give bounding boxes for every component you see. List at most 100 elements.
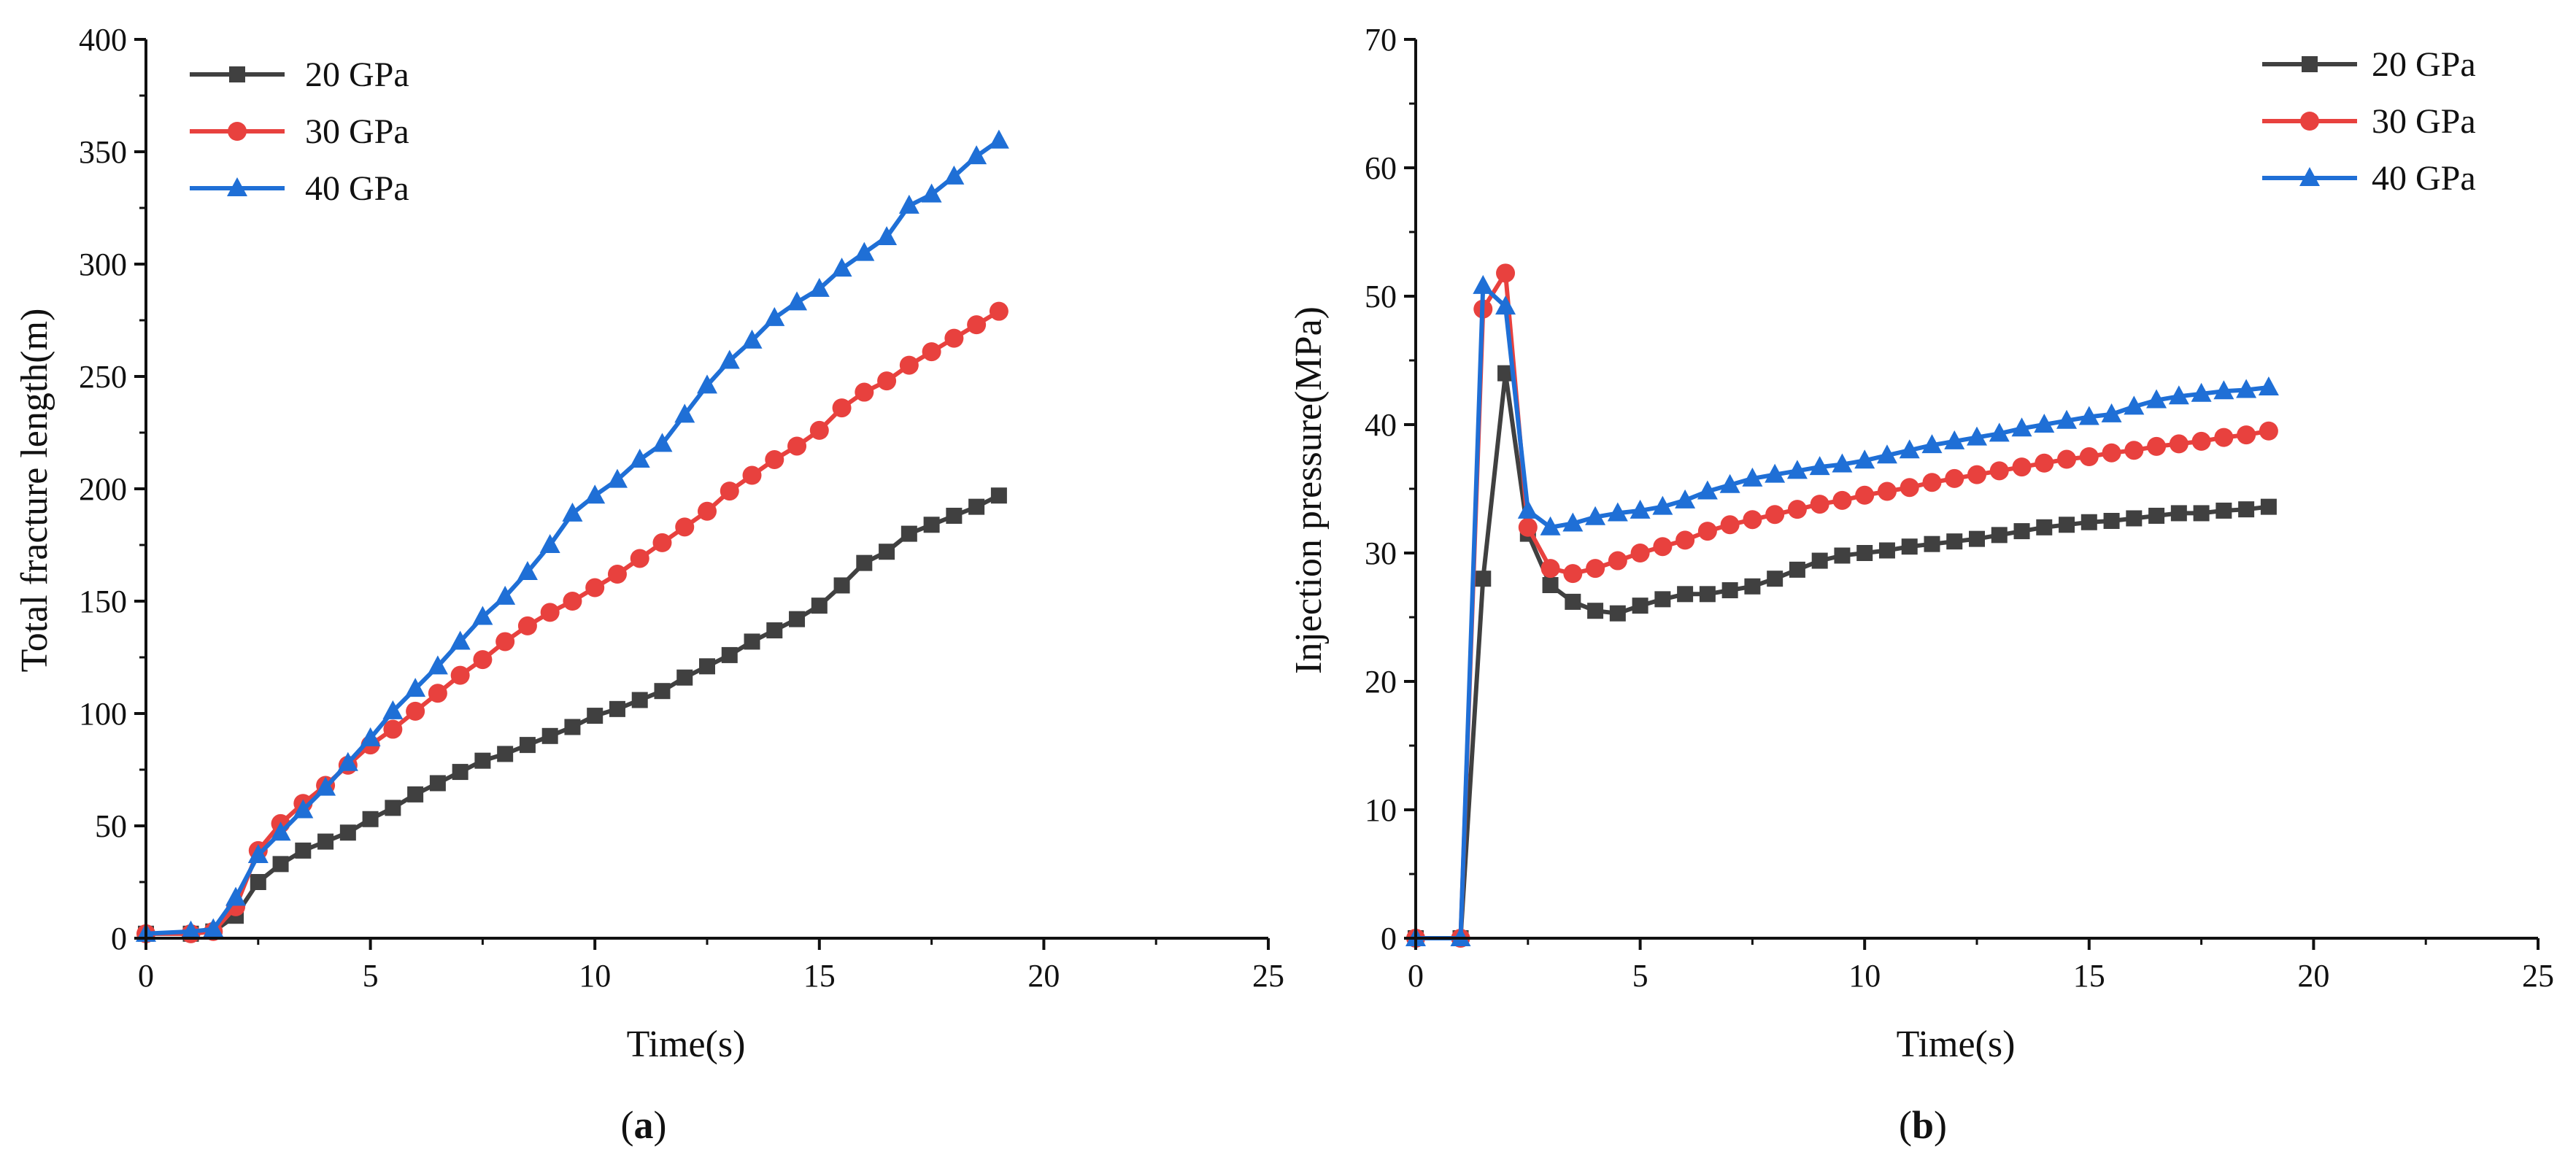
- panel-a-series-40-gpa-point: [697, 374, 717, 394]
- panel-a-series-40-gpa-point: [247, 844, 269, 864]
- panel-b-series-20-gpa-point: [1654, 591, 1671, 608]
- panel-a-series-30-gpa-point: [967, 315, 987, 335]
- panel-b-series-40-gpa-point: [1786, 460, 1808, 479]
- panel-a-series-30-gpa-point: [540, 603, 560, 622]
- panel-a-y-tick-label: 300: [79, 247, 127, 282]
- panel-b-series-30-gpa-point: [1743, 510, 1762, 530]
- panel-b-series-40-gpa-point: [2258, 376, 2279, 395]
- panel-b-legend-30-gpa-marker: [2300, 112, 2319, 131]
- panel-b-series-30-gpa-point: [1855, 485, 1875, 505]
- panel-b-series-40-gpa-point: [1944, 430, 1965, 449]
- panel-b-y-tick-label: 0: [1381, 921, 1397, 956]
- panel-b-series-40-gpa-point: [1832, 453, 1853, 473]
- panel-b-series-30-gpa-point: [1877, 482, 1897, 501]
- panel-a-series-40-gpa-point: [472, 606, 493, 625]
- panel-a-series-40-gpa-point: [629, 448, 650, 468]
- panel-a-series-20-gpa-point: [295, 842, 312, 859]
- panel-a-series-30-gpa-point: [720, 482, 739, 501]
- panel-b-series-20-gpa-point: [2260, 498, 2277, 515]
- panel-a-x-tick-label: 0: [138, 958, 154, 994]
- panel-b-series-20-gpa-point: [1699, 586, 1716, 603]
- panel-b-y-axis-label: Injection pressure(MPa): [1288, 306, 1330, 674]
- panel-b-series-20-gpa-point: [1924, 535, 1940, 552]
- panel-b-series-30-gpa-point: [1653, 537, 1673, 557]
- panel-a-legend-30-gpa-marker: [228, 122, 247, 141]
- panel-b-series-40-gpa-point: [1921, 434, 1943, 454]
- panel-a-series-40-gpa-point: [337, 751, 358, 771]
- panel-b-series-30-gpa-point: [1922, 473, 1942, 492]
- panel-b-series-30-gpa-point: [1900, 478, 1919, 498]
- panel-b-series-20-gpa-point: [1609, 605, 1626, 622]
- panel-a-y-tick-label: 100: [79, 696, 127, 732]
- panel-b-series-20-gpa-point: [2238, 501, 2255, 518]
- panel-a-series-30-gpa-point: [406, 701, 425, 721]
- panel-b-series-40-gpa-point: [1697, 480, 1718, 500]
- panel-b-y-tick-label: 10: [1365, 792, 1397, 828]
- panel-b-series-20-gpa-point: [2059, 517, 2075, 533]
- panel-a-series-20-gpa-point: [990, 487, 1007, 504]
- panel-a-series-40-gpa-point: [854, 241, 875, 261]
- panel-a-series-20-gpa-point: [474, 752, 491, 769]
- panel-b-series-20-gpa-point: [1969, 530, 1985, 547]
- panel-a-series-20-gpa-point: [721, 646, 738, 663]
- panel-b-legend-40-gpa-marker: [2299, 167, 2320, 186]
- panel-b-series-20-gpa-point: [1542, 577, 1559, 593]
- panel-b-series-40-gpa-point: [2146, 389, 2167, 409]
- panel-b-series-20-gpa-point: [2170, 505, 2187, 522]
- panel-b-legend-20-gpa-marker: [2302, 56, 2318, 72]
- panel-a-series-30-gpa-point: [855, 382, 874, 402]
- panel-a-series-20-gpa-point: [519, 737, 536, 754]
- panel-a-series-40-gpa-point: [517, 560, 538, 580]
- panel-a-x-tick-label: 10: [579, 958, 611, 994]
- panel-a-series-40-gpa-point: [427, 655, 448, 675]
- panel-b-series-30-gpa-point: [2012, 457, 2032, 477]
- panel-b-x-tick-label: 25: [2522, 958, 2554, 994]
- panel-b-series-40-gpa-point: [1473, 274, 1494, 294]
- panel-b-series-30-gpa-point: [1563, 564, 1583, 584]
- panel-a-legend-40-gpa-label: 40 GPa: [305, 169, 409, 208]
- panel-b-series-20-gpa-point: [2148, 507, 2165, 524]
- panel-b-series-40-gpa-point: [1585, 506, 1606, 525]
- panel-a-series-30-gpa-point: [832, 398, 852, 418]
- panel-b: 0 5 10 15 20 25 0 10 20 30 40 50 60 70 Time(s) Inject…: [1288, 22, 2554, 1147]
- panel-b-series-40-gpa-point: [2191, 382, 2212, 402]
- panel-b-series-30-gpa-point: [2124, 441, 2144, 460]
- panel-a-series-20-gpa-point: [923, 517, 940, 533]
- panel-b-y-tick-label: 60: [1365, 150, 1397, 186]
- panel-a-series-20-gpa-point: [452, 764, 468, 781]
- panel-a-series-20-gpa-point: [407, 786, 424, 803]
- panel-a-series-30-gpa-point: [473, 650, 493, 670]
- panel-b-series-30-gpa-point: [1540, 559, 1560, 579]
- panel-a-series-40-gpa-point: [876, 226, 898, 246]
- panel-a-legend: 20 GPa 30 GPa 40 GPa: [190, 55, 409, 208]
- panel-b-series-20-gpa-point: [1767, 571, 1783, 587]
- panel-b-series-30-gpa-point: [1675, 530, 1695, 550]
- panel-a-series-30-gpa-point: [517, 616, 537, 635]
- panel-b-series-30-gpa-line: [1416, 271, 2270, 940]
- panel-a-series-20-gpa-point: [362, 811, 379, 827]
- panel-a-series-30-gpa-point: [787, 436, 807, 456]
- panel-a-series-20-gpa-point: [541, 727, 558, 744]
- panel-a-series-20-gpa-point: [609, 700, 625, 717]
- panel-b-y-tick-label: 20: [1365, 664, 1397, 700]
- panel-b-series-20-gpa-point: [1811, 552, 1828, 569]
- panel-a-series-40-gpa-point: [831, 258, 852, 277]
- panel-b-series-20-gpa-point: [1677, 586, 1694, 603]
- panel-a-series-40-gpa-point: [674, 403, 695, 423]
- panel-b-series-30-gpa-point: [2147, 436, 2167, 456]
- panel-a-x-tick-label: 5: [363, 958, 379, 994]
- panel-a-series-30-gpa-point: [495, 632, 515, 651]
- panel-b-series-30-gpa-point: [1810, 495, 1829, 514]
- panel-a-series-40-gpa-point: [539, 534, 560, 553]
- panel-a-series-30-gpa-point: [809, 420, 829, 440]
- panel-b-x-tick-label: 5: [1632, 958, 1648, 994]
- panel-b-series-40-gpa-point: [1765, 463, 1786, 483]
- panel-a-series-20-gpa-point: [901, 525, 917, 542]
- panel-b-x-tick-label: 20: [2297, 958, 2329, 994]
- panel-a-series-20-gpa-point: [272, 856, 289, 873]
- panel-b-series-20-gpa-point: [1946, 533, 1963, 550]
- panel-b-series-30-gpa-point: [1832, 490, 1852, 510]
- panel-b-y-tick-label: 70: [1365, 22, 1397, 58]
